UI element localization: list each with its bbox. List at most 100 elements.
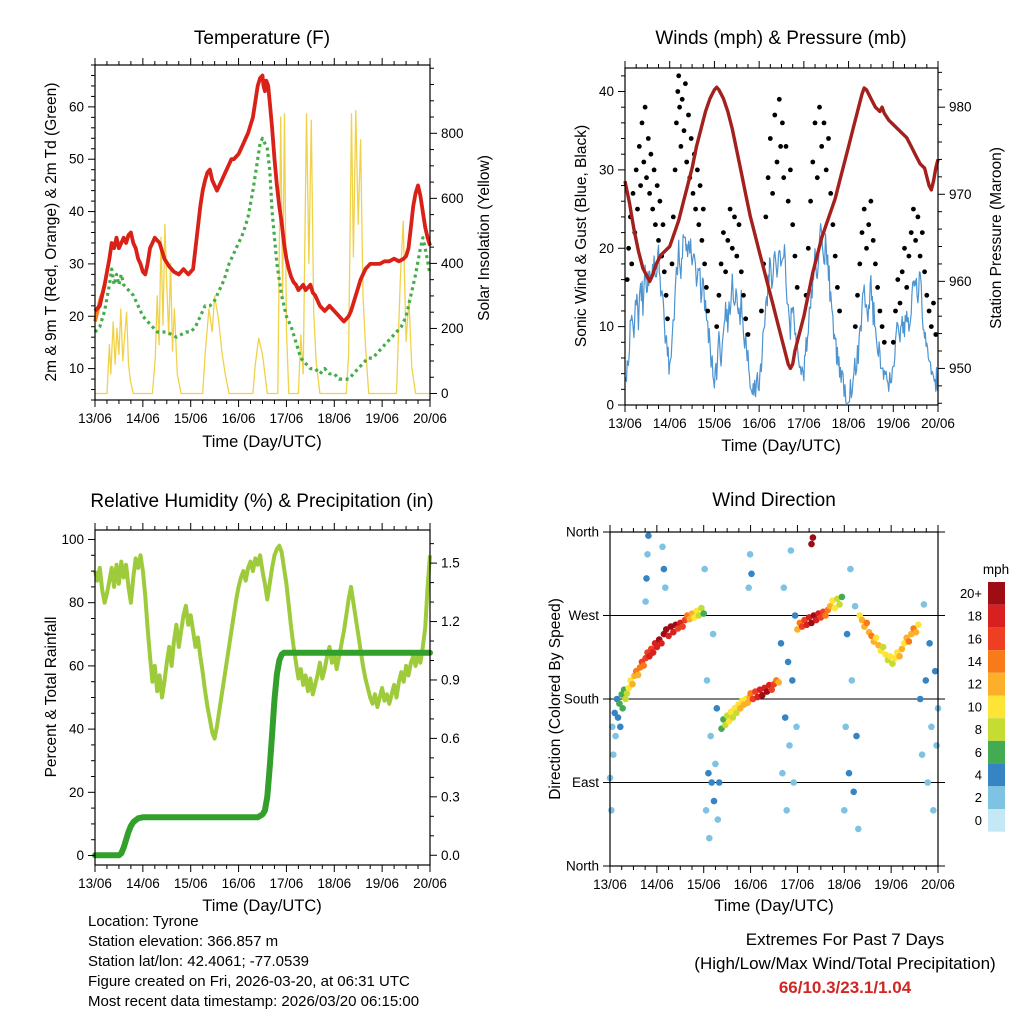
x-tick-label: 17/06: [270, 876, 304, 891]
x-tick-label: 15/06: [174, 411, 208, 426]
x-tick-label: 16/06: [222, 411, 256, 426]
y-tick-label: 1.2: [441, 614, 460, 629]
x-tick-label: 17/06: [787, 416, 821, 431]
x-tick-label: 15/06: [687, 877, 721, 892]
legend-swatch: [988, 786, 1005, 809]
y-tick-label: 60: [69, 658, 84, 673]
winds-pressure-title: Winds (mph) & Pressure (mb): [655, 28, 906, 49]
legend-swatch: [988, 650, 1005, 673]
x-tick-label: 14/06: [653, 416, 687, 431]
humidity-precip-chart: 13/06 14/06 15/06 16/06 17/06 18/06 19/06 20/06…: [43, 491, 460, 915]
y-tick-label: 80: [69, 595, 84, 610]
y-tick-label: 50: [69, 152, 84, 167]
2m-dewpoint: [93, 136, 432, 381]
y-tick-label: 30: [599, 162, 614, 177]
y-tick-label: 600: [441, 191, 464, 206]
legend-label: 6: [975, 745, 982, 760]
y-tick-label: 970: [949, 187, 972, 202]
y-tick-label: 800: [441, 126, 464, 141]
wind-direction-title: Wind Direction: [712, 490, 836, 511]
y-tick-label: East: [572, 775, 599, 790]
x-tick-label: 18/06: [317, 411, 351, 426]
x-tick-label: 20/06: [413, 876, 447, 891]
x-tick-label: 13/06: [593, 877, 627, 892]
x-tick-label: 16/06: [222, 876, 256, 891]
data-timestamp: Most recent data timestamp: 2026/03/20 0…: [88, 993, 420, 1010]
legend-label: 20+: [960, 586, 982, 601]
relative-humidity: [93, 543, 432, 741]
x-tick-label: 19/06: [874, 877, 908, 892]
winds-pressure-xlabel: Time (Day/UTC): [721, 437, 840, 455]
x-tick-label: 14/06: [640, 877, 674, 892]
x-tick-label: 15/06: [698, 416, 732, 431]
x-tick-label: 17/06: [270, 411, 304, 426]
x-tick-label: 14/06: [126, 876, 160, 891]
x-tick-label: 19/06: [365, 411, 399, 426]
extremes-title: Extremes For Past 7 Days: [745, 930, 945, 949]
x-tick-label: 18/06: [827, 877, 861, 892]
x-tick-label: 20/06: [921, 416, 955, 431]
station-info: Location: Tyrone Station elevation: 366.…: [88, 912, 419, 1012]
humidity-precip-title: Relative Humidity (%) & Precipitation (i…: [90, 491, 433, 512]
y-tick-label: 60: [69, 99, 84, 114]
x-tick-label: 18/06: [317, 876, 351, 891]
y-tick-label: 10: [599, 319, 614, 334]
x-tick-label: 13/06: [78, 411, 112, 426]
y-tick-label: 20: [599, 241, 614, 256]
x-tick-label: 16/06: [742, 416, 776, 431]
legend-swatch: [988, 718, 1005, 741]
legend-label: 0: [975, 813, 982, 828]
y-tick-label: 0.6: [441, 731, 460, 746]
y-tick-label: 0: [441, 386, 449, 401]
legend-label: 14: [968, 654, 982, 669]
legend-label: 4: [975, 767, 982, 782]
x-tick-label: 13/06: [608, 416, 642, 431]
legend-label: 12: [968, 677, 982, 692]
y-tick-label: 40: [69, 204, 84, 219]
y-tick-label: 200: [441, 321, 464, 336]
y-tick-label: 40: [69, 722, 84, 737]
y-tick-label: 1.5: [441, 556, 460, 571]
winds-pressure-ylabel-left: Sonic Wind & Gust (Blue, Black): [573, 125, 590, 347]
legend-label: 18: [968, 609, 982, 624]
extremes-block: Extremes For Past 7 Days (High/Low/Max W…: [645, 928, 1024, 1000]
legend-swatch: [988, 809, 1005, 832]
x-tick-label: 15/06: [174, 876, 208, 891]
temperature-ylabel-left: 2m & 9m T (Red, Orange) & 2m Td (Green): [43, 83, 60, 382]
humidity-precip-xlabel: Time (Day/UTC): [202, 897, 321, 915]
wind-direction-xlabel: Time (Day/UTC): [714, 897, 833, 915]
y-tick-label: 20: [69, 309, 84, 324]
legend-swatch: [988, 740, 1005, 764]
legend-swatch: [988, 695, 1005, 719]
x-tick-label: 18/06: [832, 416, 866, 431]
y-tick-label: 0: [606, 398, 614, 413]
y-tick-label: South: [564, 692, 599, 707]
legend-label: 8: [975, 722, 982, 737]
y-tick-label: 960: [949, 274, 972, 289]
temperature-chart: 13/06 14/06 15/06 16/06 17/06 18/06 19/06 20/06…: [43, 28, 493, 451]
wind-direction-chart: 13/06 14/06 15/06 16/06 17/06 18/06 19/06 20/06…: [547, 490, 1009, 915]
humidity-precip-ylabel-left: Percent & Total Rainfall: [43, 617, 60, 778]
sonic-wind: [624, 223, 939, 404]
x-tick-label: 13/06: [78, 876, 112, 891]
legend-swatch: [988, 604, 1005, 628]
legend-label: 16: [968, 631, 982, 646]
temperature-title: Temperature (F): [194, 28, 330, 49]
y-tick-label: 10: [69, 361, 84, 376]
figure-created: Figure created on Fri, 2026-03-20, at 06…: [88, 973, 410, 990]
legend-swatch: [988, 582, 1005, 605]
x-tick-label: 20/06: [921, 877, 955, 892]
legend-title: mph: [983, 562, 1009, 577]
wind-direction-ylabel-left: Direction (Colored By Speed): [547, 598, 564, 800]
wind-gust: [624, 73, 939, 345]
winds-pressure-ylabel-right: Station Pressure (Maroon): [988, 147, 1005, 329]
x-tick-label: 20/06: [413, 411, 447, 426]
legend-swatch: [988, 763, 1005, 787]
legend-swatch: [988, 627, 1005, 651]
wind-direction-points: [606, 532, 942, 842]
y-tick-label: 0: [76, 848, 84, 863]
y-tick-label: 400: [441, 256, 464, 271]
legend-label: 10: [968, 699, 982, 714]
y-tick-label: 0.0: [441, 848, 460, 863]
